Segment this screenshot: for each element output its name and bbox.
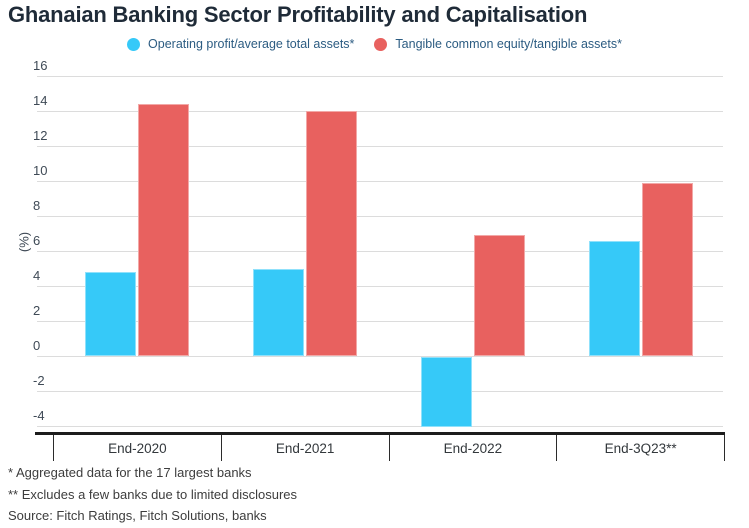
y-tick-label: 14	[33, 93, 48, 108]
x-axis-category: End-2020	[53, 435, 221, 461]
legend-circle-icon	[374, 37, 388, 51]
gridline	[37, 216, 723, 217]
bar-operating-profit	[85, 272, 136, 356]
footnote-aggregated-data: * Aggregated data for the 17 largest ban…	[8, 465, 252, 480]
legend-circle-icon	[127, 37, 141, 51]
legend-item-tangible-equity: Tangible common equity/tangible assets*	[374, 37, 622, 51]
y-tick-label: -2	[33, 373, 45, 388]
y-tick-label: 12	[33, 128, 48, 143]
y-tick-label: 0	[33, 338, 41, 353]
gridline	[37, 251, 723, 252]
legend-label: Operating profit/average total assets*	[148, 37, 355, 51]
y-tick-label: 6	[33, 233, 41, 248]
gridline	[37, 356, 723, 357]
y-axis-label: (%)	[16, 231, 32, 253]
bar-operating-profit	[589, 240, 640, 356]
source-note: Source: Fitch Ratings, Fitch Solutions, …	[8, 508, 267, 523]
y-tick-label: 4	[33, 268, 41, 283]
x-axis-category: End-3Q23**	[556, 435, 724, 461]
y-tick-label: 2	[33, 303, 41, 318]
x-axis: End-2020 End-2021 End-2022 End-3Q23**	[35, 432, 725, 461]
legend: Operating profit/average total assets* T…	[0, 37, 749, 51]
x-axis-category: End-2021	[220, 435, 389, 461]
gridline	[37, 286, 723, 287]
footnote-excludes-banks: ** Excludes a few banks due to limited d…	[8, 487, 298, 502]
y-tick-label: 8	[33, 198, 41, 213]
bar-operating-profit	[253, 268, 304, 356]
gridline	[37, 391, 723, 392]
y-tick-label: -4	[33, 408, 45, 423]
gridline	[37, 181, 723, 182]
gridline	[37, 146, 723, 147]
bar-tangible-equity	[306, 111, 357, 356]
bar-tangible-equity	[474, 235, 525, 356]
gridline	[37, 426, 723, 427]
x-axis-categories: End-2020 End-2021 End-2022 End-3Q23**	[53, 435, 725, 461]
legend-item-operating-profit: Operating profit/average total assets*	[127, 37, 354, 51]
gridline	[37, 321, 723, 322]
gridline	[37, 76, 723, 77]
bar-tangible-equity	[138, 104, 189, 356]
chart-title: Ghanaian Banking Sector Profitability an…	[8, 2, 588, 27]
gridline	[37, 111, 723, 112]
legend-label: Tangible common equity/tangible assets*	[395, 37, 622, 51]
bar-operating-profit	[421, 357, 472, 427]
y-tick-label: 16	[33, 58, 48, 73]
bar-tangible-equity	[642, 182, 693, 356]
y-tick-label: 10	[33, 163, 48, 178]
x-axis-category: End-2022	[388, 435, 557, 461]
